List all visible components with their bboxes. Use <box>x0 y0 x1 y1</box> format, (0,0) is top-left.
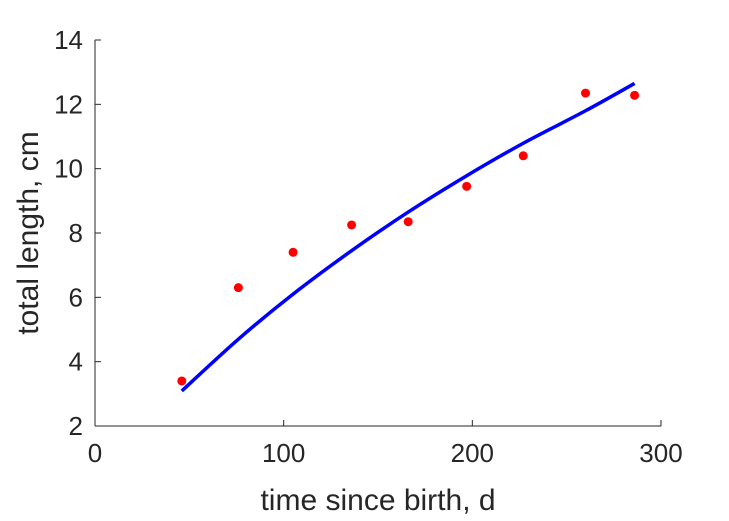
x-axis-label: time since birth, d <box>260 484 495 517</box>
x-tick-label: 100 <box>262 438 305 468</box>
y-tick-label: 10 <box>54 154 83 184</box>
y-tick-label: 4 <box>69 347 83 377</box>
y-tick-label: 2 <box>69 411 83 441</box>
data-point <box>233 283 243 293</box>
data-point <box>403 217 413 227</box>
data-point <box>347 220 357 230</box>
x-tick-label: 0 <box>88 438 102 468</box>
data-point <box>462 181 472 191</box>
fit-curve-group <box>180 81 636 393</box>
fit-curve-line <box>180 81 636 393</box>
data-point <box>630 90 640 100</box>
data-point <box>581 88 591 98</box>
data-point <box>177 376 187 386</box>
y-tick-label: 12 <box>54 89 83 119</box>
ticks: 0 100 200 300 2 4 6 8 10 12 14 <box>54 25 683 468</box>
data-point <box>288 247 298 257</box>
y-axis-label: total length, cm <box>12 131 45 334</box>
y-tick-label: 14 <box>54 25 83 55</box>
data-point <box>518 151 528 161</box>
x-tick-label: 300 <box>639 438 682 468</box>
data-points-group <box>177 88 640 386</box>
y-tick-label: 8 <box>69 218 83 248</box>
y-tick-label: 6 <box>69 282 83 312</box>
x-tick-label: 200 <box>451 438 494 468</box>
